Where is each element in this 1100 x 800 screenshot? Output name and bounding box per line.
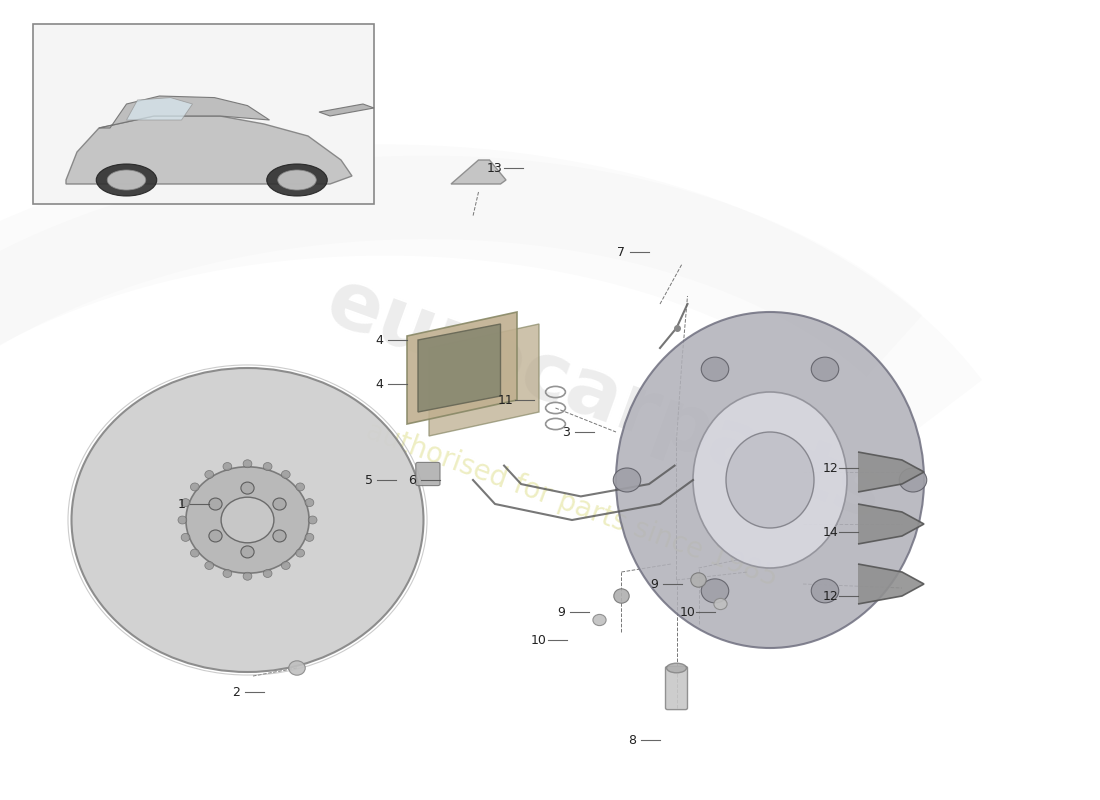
Text: 5: 5	[364, 474, 373, 486]
Ellipse shape	[178, 516, 187, 524]
Text: authorised for parts since 1985: authorised for parts since 1985	[362, 416, 782, 592]
Ellipse shape	[223, 570, 232, 578]
Ellipse shape	[691, 573, 706, 587]
Ellipse shape	[209, 498, 222, 510]
Ellipse shape	[266, 164, 328, 196]
Polygon shape	[99, 96, 270, 128]
Ellipse shape	[190, 549, 199, 557]
Text: 14: 14	[823, 526, 838, 538]
Ellipse shape	[72, 368, 424, 672]
Text: 6: 6	[408, 474, 417, 486]
Polygon shape	[858, 504, 924, 544]
Polygon shape	[319, 104, 374, 116]
Text: 9: 9	[650, 578, 659, 590]
Ellipse shape	[305, 534, 314, 542]
Ellipse shape	[614, 468, 640, 492]
Ellipse shape	[108, 170, 145, 190]
Polygon shape	[66, 116, 352, 184]
Ellipse shape	[667, 663, 686, 673]
Text: 11: 11	[498, 394, 514, 406]
Text: 1: 1	[177, 498, 186, 510]
Ellipse shape	[614, 589, 629, 603]
Ellipse shape	[273, 498, 286, 510]
Polygon shape	[418, 324, 500, 412]
Text: 3: 3	[562, 426, 571, 438]
Ellipse shape	[726, 432, 814, 528]
Ellipse shape	[308, 516, 317, 524]
Ellipse shape	[282, 562, 290, 570]
Text: 4: 4	[375, 334, 384, 346]
Ellipse shape	[241, 482, 254, 494]
Ellipse shape	[263, 462, 272, 470]
FancyBboxPatch shape	[33, 24, 374, 204]
Polygon shape	[451, 160, 506, 184]
Ellipse shape	[243, 460, 252, 468]
Ellipse shape	[205, 470, 213, 478]
Ellipse shape	[714, 598, 727, 610]
Text: 12: 12	[823, 462, 838, 474]
Text: 2: 2	[232, 686, 241, 698]
Ellipse shape	[243, 572, 252, 580]
Ellipse shape	[296, 483, 305, 491]
Text: 10: 10	[531, 634, 547, 646]
Ellipse shape	[277, 170, 317, 190]
Ellipse shape	[702, 357, 728, 381]
Ellipse shape	[282, 470, 290, 478]
Ellipse shape	[273, 530, 286, 542]
Polygon shape	[858, 452, 924, 492]
Polygon shape	[407, 312, 517, 424]
Ellipse shape	[701, 579, 728, 603]
Ellipse shape	[693, 392, 847, 568]
Polygon shape	[126, 98, 192, 120]
Text: 13: 13	[487, 162, 503, 174]
Ellipse shape	[182, 498, 190, 506]
Ellipse shape	[305, 498, 314, 506]
Ellipse shape	[900, 468, 926, 492]
Ellipse shape	[812, 357, 838, 381]
Ellipse shape	[296, 549, 305, 557]
Ellipse shape	[205, 562, 213, 570]
Text: 9: 9	[557, 606, 565, 618]
Text: eurocarparts: eurocarparts	[316, 263, 894, 537]
Ellipse shape	[616, 312, 924, 648]
Ellipse shape	[263, 570, 272, 578]
Ellipse shape	[182, 534, 190, 542]
Polygon shape	[858, 564, 924, 604]
FancyBboxPatch shape	[416, 462, 440, 486]
Text: 8: 8	[628, 734, 637, 746]
Ellipse shape	[97, 164, 156, 196]
Ellipse shape	[223, 462, 232, 470]
Ellipse shape	[241, 546, 254, 558]
Ellipse shape	[190, 483, 199, 491]
Text: 10: 10	[680, 606, 695, 618]
Text: 4: 4	[375, 378, 384, 390]
Text: 12: 12	[823, 590, 838, 602]
Text: 7: 7	[617, 246, 626, 258]
Ellipse shape	[812, 579, 838, 603]
Ellipse shape	[186, 466, 309, 573]
Ellipse shape	[288, 661, 306, 675]
Ellipse shape	[593, 614, 606, 626]
Polygon shape	[429, 324, 539, 436]
Ellipse shape	[221, 497, 274, 542]
FancyBboxPatch shape	[666, 666, 688, 710]
Ellipse shape	[209, 530, 222, 542]
